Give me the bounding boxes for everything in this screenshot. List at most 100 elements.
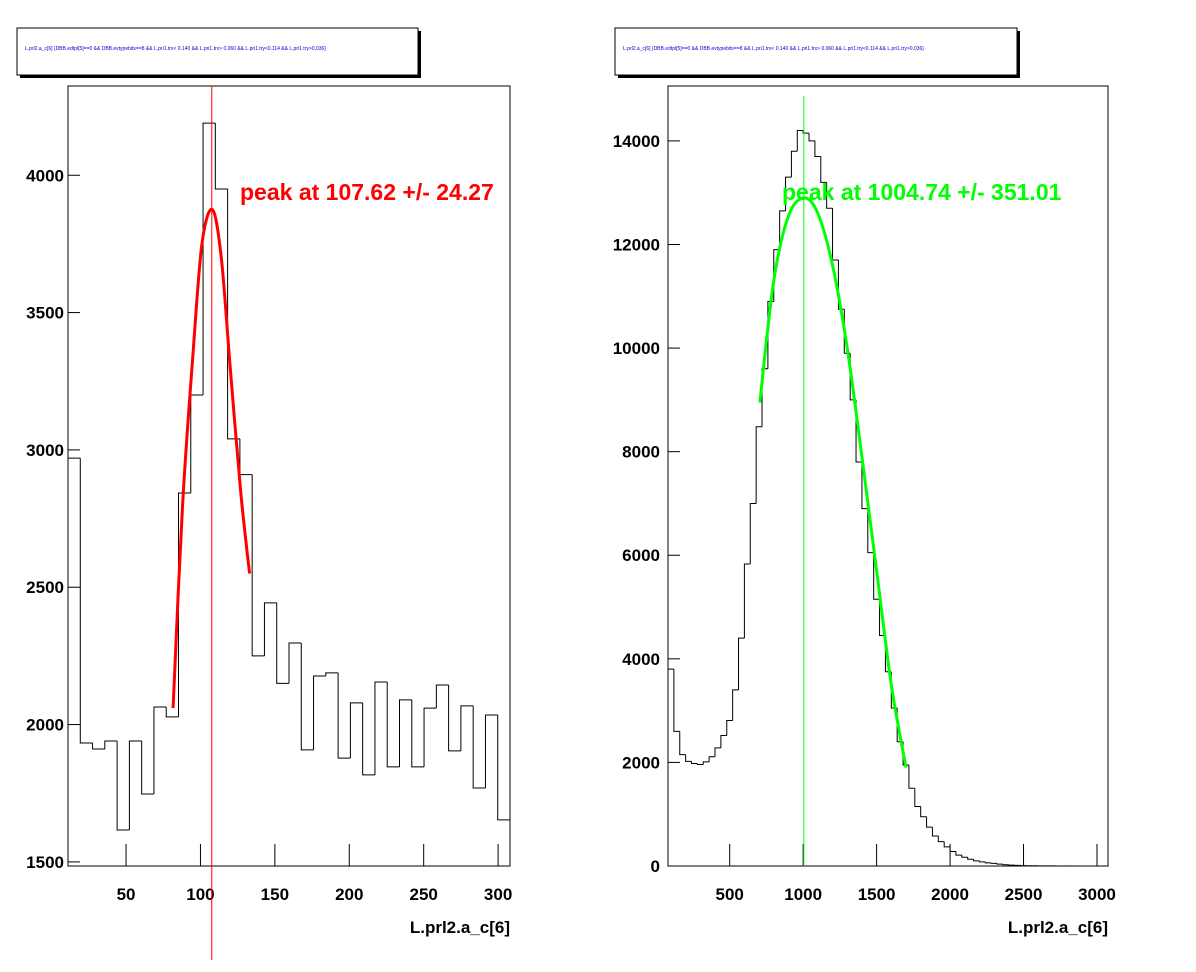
hist-bin [497, 714, 511, 866]
hist-bin [374, 681, 388, 775]
x-tick-label: 300 [484, 885, 512, 904]
x-tick-label: 1500 [858, 885, 896, 904]
hist-bin [448, 685, 461, 752]
y-tick-label: 3000 [26, 441, 64, 460]
hist-bin [990, 862, 998, 864]
x-tick-label: 200 [335, 885, 363, 904]
title-box [16, 27, 419, 76]
hist-bin [202, 122, 216, 395]
hist-bin [349, 702, 363, 759]
fit-curve [758, 196, 908, 768]
hist-bin [484, 714, 498, 788]
x-tick-label: 50 [117, 885, 136, 904]
hist-bin [300, 642, 314, 751]
hist-bin [460, 705, 474, 751]
hist-bin [867, 508, 874, 554]
hist-bin [472, 705, 486, 789]
hist-bin [720, 734, 727, 748]
hist-bin [937, 835, 945, 843]
hist-bin [708, 756, 716, 762]
hist-bin [679, 731, 686, 756]
hist-bin [749, 502, 757, 565]
hist-bin [411, 699, 425, 768]
hist-bin [943, 841, 951, 848]
hist-bin [873, 552, 880, 600]
hist-bin [251, 474, 265, 657]
hist-bin [755, 426, 763, 504]
chart-title: L.prl2.a_c[6] {DBB.edtpl[5]==0 && DBB.ev… [623, 46, 924, 52]
hist-bin [696, 763, 704, 765]
hist-bin [955, 851, 962, 856]
hist-bin [386, 681, 400, 768]
hist-bin [796, 130, 804, 152]
hist-bin [785, 176, 792, 211]
hist-bin [931, 827, 939, 837]
hist-bin [178, 492, 191, 717]
hist-bin [808, 133, 815, 142]
hist-bin [435, 684, 449, 709]
hist-bin [165, 706, 179, 718]
x-tick-label: 1000 [784, 885, 822, 904]
hist-bin [153, 706, 167, 795]
hist-bin [832, 208, 839, 261]
hist-bin [128, 740, 142, 831]
x-tick-label: 150 [261, 885, 289, 904]
hist-bin [973, 859, 980, 862]
hist-bin [908, 765, 915, 789]
plot-frame [667, 85, 1109, 867]
hist-bin [984, 861, 992, 864]
hist-bin [996, 863, 1003, 865]
y-tick-label: 3500 [26, 304, 64, 323]
x-tick-label: 3000 [1078, 885, 1116, 904]
hist-bin [920, 806, 927, 818]
hist-bin [276, 602, 289, 684]
chart-title: L.prl2.a_c[6] {DBB.edtpl[5]==0 && DBB.ev… [25, 46, 326, 52]
hist-bin [667, 668, 674, 866]
y-tick-label: 4000 [26, 166, 64, 185]
hist-bin [914, 788, 921, 807]
x-tick-label: 500 [716, 885, 744, 904]
hist-bin [399, 699, 412, 767]
hist-bin [116, 741, 130, 831]
hist-bin [263, 602, 277, 656]
fit-curve [171, 207, 252, 709]
hist-bin [685, 754, 692, 762]
hist-bin [239, 438, 253, 476]
y-tick-label: 2000 [622, 753, 660, 772]
hist-bin [861, 462, 868, 510]
hist-bin [790, 150, 798, 178]
hist-bin [104, 740, 118, 749]
hist-bin [949, 846, 956, 852]
hist-bin [826, 182, 833, 209]
hist-bin [691, 761, 698, 764]
hist-bin [325, 672, 339, 676]
y-tick-label: 2500 [26, 578, 64, 597]
peak-annotation: peak at 107.62 +/- 24.27 [240, 179, 494, 205]
hist-bin [313, 675, 326, 750]
hist-bin [362, 702, 375, 776]
hist-bin [926, 816, 933, 828]
hist-bin [141, 741, 154, 795]
title-box [614, 27, 1018, 76]
hist-bin [1002, 864, 1009, 866]
y-tick-label: 6000 [622, 546, 660, 565]
hist-bin [961, 855, 968, 858]
hist-bin [337, 672, 351, 759]
y-tick-label: 12000 [613, 235, 660, 254]
y-tick-label: 0 [651, 857, 660, 876]
hist-bin [738, 637, 745, 690]
hist-bin [732, 689, 739, 721]
y-tick-label: 8000 [622, 443, 660, 462]
hist-bin [79, 458, 93, 744]
hist-bin [726, 719, 733, 736]
hist-bin [702, 761, 710, 765]
y-tick-label: 2000 [26, 716, 64, 735]
hist-bin [779, 210, 786, 250]
y-tick-label: 14000 [613, 132, 660, 151]
x-tick-label: 100 [186, 885, 214, 904]
x-tick-label: 2500 [1005, 885, 1043, 904]
hist-bin [214, 123, 228, 190]
hist-bin [673, 669, 680, 732]
hist-bin [423, 707, 437, 767]
